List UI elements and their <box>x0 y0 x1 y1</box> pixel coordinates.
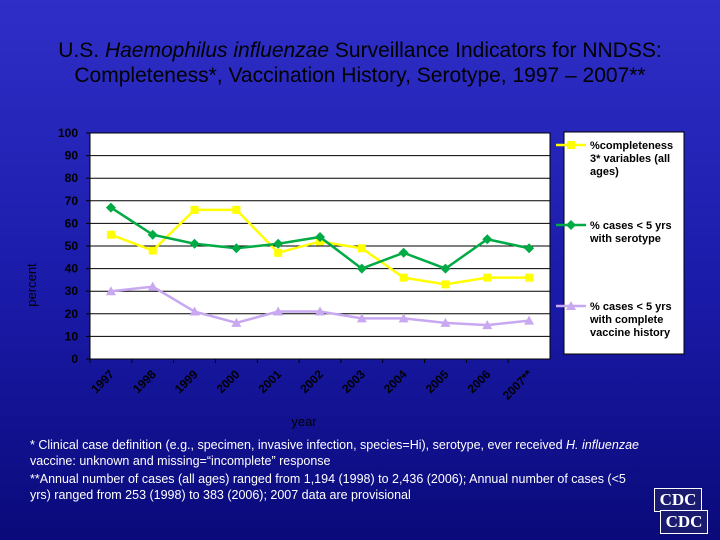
line-chart: 0 10 20 30 40 50 60 70 80 90 100 1997 1998 1999 2000 2… <box>24 126 685 429</box>
point-1-1999 <box>189 238 200 249</box>
point-1-2002 <box>315 231 325 242</box>
title-prefix: U.S. <box>58 39 105 62</box>
point-0-1999 <box>190 205 199 214</box>
point-1-2000 <box>231 243 242 254</box>
legend-marker-2 <box>566 301 576 310</box>
legend-label-0: %completeness 3* variables (all ages) <box>590 140 673 178</box>
point-2-1997 <box>105 286 116 296</box>
x-tick-label-2001: 2001 <box>256 367 285 396</box>
cdc-logo: CDC CDC <box>654 488 708 534</box>
title-suffix: Surveillance Indicators for NNDSS: Compl… <box>74 39 662 87</box>
y-axis: 0 10 20 30 40 50 60 70 80 90 100 <box>58 126 90 366</box>
y-tick-label-10: 10 <box>65 329 79 343</box>
point-0-2005 <box>441 280 450 289</box>
point-0-1998 <box>148 246 157 255</box>
x-tick-label-1999: 1999 <box>172 367 201 396</box>
y-tick-label-100: 100 <box>58 126 78 140</box>
point-2-1998 <box>147 281 158 291</box>
point-2-2001 <box>273 306 284 316</box>
legend-marker-0 <box>567 141 575 149</box>
y-tick-label-30: 30 <box>65 284 79 298</box>
y-tick-label-70: 70 <box>65 194 79 208</box>
point-1-2001 <box>273 238 284 249</box>
point-2-2002 <box>315 306 325 316</box>
y-tick-label-90: 90 <box>65 149 79 163</box>
point-0-2003 <box>357 244 366 253</box>
point-0-2006 <box>483 273 492 282</box>
footnote-line-2: **Annual number of cases (all ages) rang… <box>30 472 626 502</box>
point-1-1998 <box>147 229 158 240</box>
y-axis-label: percent <box>24 263 39 307</box>
x-tick-label-2005: 2005 <box>423 367 452 396</box>
point-0-1997 <box>106 230 115 239</box>
legend-box <box>563 131 685 355</box>
footnote-line-1: * Clinical case definition (e.g., specim… <box>30 437 650 469</box>
y-tick-label-20: 20 <box>65 307 79 321</box>
y-tick-label-40: 40 <box>65 262 79 276</box>
point-1-2007** <box>524 243 535 254</box>
x-tick-label-2000: 2000 <box>214 367 243 396</box>
legend-label-1: % cases < 5 yrs with serotype <box>589 220 672 245</box>
point-2-1999 <box>189 306 200 316</box>
series-lines <box>105 202 535 330</box>
legend-marker-1 <box>566 220 576 230</box>
point-2-2004 <box>398 313 409 323</box>
footnote-1b: vaccine: unknown and missing=“incomplete… <box>30 454 331 468</box>
point-0-2007** <box>525 273 534 282</box>
y-tick-label-0: 0 <box>71 352 78 366</box>
point-2-2003 <box>356 313 367 323</box>
x-tick-label-1998: 1998 <box>130 367 159 396</box>
point-1-1997 <box>105 202 116 213</box>
point-2-2000 <box>231 317 242 327</box>
point-1-2005 <box>440 263 451 274</box>
legend-label-2: % cases < 5 yrs with complete vaccine hist… <box>589 301 672 339</box>
x-tick-label-2007**: 2007** <box>500 367 536 403</box>
point-2-2006 <box>482 320 493 330</box>
x-tick-label-2003: 2003 <box>339 367 368 396</box>
point-2-2007** <box>524 315 535 325</box>
y-tick-label-50: 50 <box>65 239 79 253</box>
point-1-2004 <box>398 247 409 258</box>
x-axis-label: year <box>291 414 317 429</box>
footnote: * Clinical case definition (e.g., specim… <box>30 437 650 505</box>
point-2-2005 <box>440 317 451 327</box>
point-0-2000 <box>232 205 241 214</box>
y-tick-label-60: 60 <box>65 216 79 230</box>
x-tick-label-1997: 1997 <box>88 367 117 396</box>
footnote-1a: * Clinical case definition (e.g., specim… <box>30 438 567 452</box>
x-tick-label-2006: 2006 <box>465 367 494 396</box>
x-tick-label-2004: 2004 <box>381 367 410 396</box>
y-tick-label-80: 80 <box>65 171 79 185</box>
chart-title: U.S. Haemophilus influenzae Surveillance… <box>40 38 680 88</box>
point-0-2004 <box>399 273 408 282</box>
legend: %completeness 3* variables (all ages) % cas… <box>556 140 673 339</box>
point-0-2001 <box>274 248 283 257</box>
footnote-1-italic: H. influenzae <box>566 438 639 452</box>
cdc-logo-top: CDC <box>654 488 702 512</box>
point-1-2003 <box>356 263 367 274</box>
title-italic: Haemophilus influenzae <box>104 39 330 62</box>
x-tick-label-2002: 2002 <box>297 367 326 396</box>
cdc-logo-bottom: CDC <box>660 510 708 534</box>
point-1-2006 <box>482 234 493 245</box>
gridlines <box>90 155 550 337</box>
x-axis: 1997 1998 1999 2000 2001 2002 2003 2004 2005 2006… <box>88 359 535 403</box>
